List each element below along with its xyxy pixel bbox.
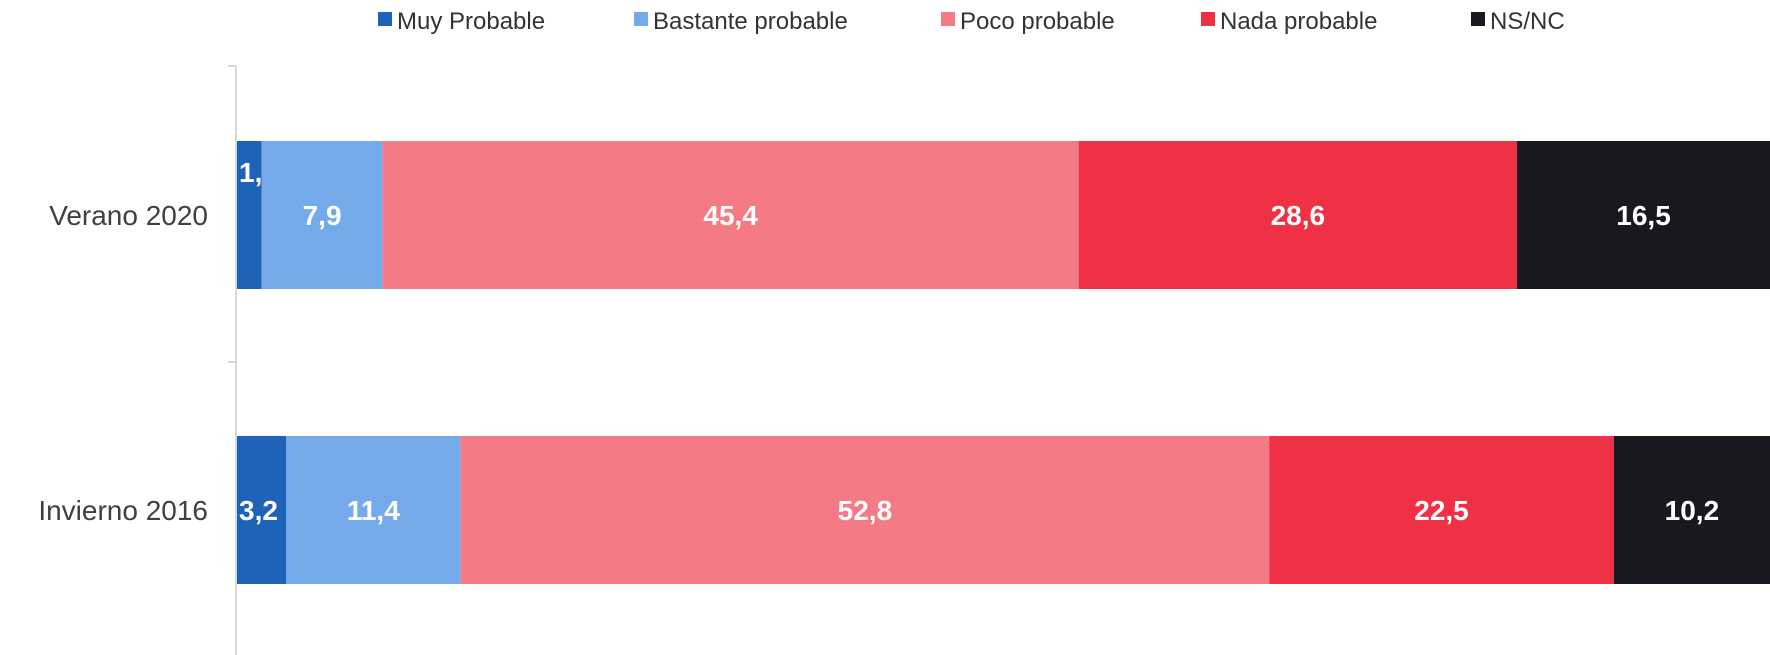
- data-label: 45,4: [703, 200, 758, 231]
- data-label: 11,4: [347, 495, 400, 526]
- legend-swatch: [634, 12, 648, 26]
- bar-segment: [1517, 141, 1770, 289]
- bar-segment: [382, 141, 1079, 289]
- data-label: 22,5: [1414, 495, 1469, 526]
- legend-swatch: [1471, 12, 1485, 26]
- data-label: 3,2: [239, 495, 278, 526]
- data-label: 10,2: [1665, 495, 1720, 526]
- data-label: 28,6: [1271, 200, 1326, 231]
- legend-label: Poco probable: [960, 8, 1115, 35]
- bar-segment: [460, 436, 1270, 584]
- legend-swatch: [378, 12, 392, 26]
- bar-segment: [286, 436, 461, 584]
- chart-legend: Muy Probable Bastante probable Poco probab…: [378, 8, 1565, 35]
- bar-segment: [237, 436, 287, 584]
- legend-swatch: [1201, 12, 1215, 26]
- bar-segment: [237, 141, 262, 289]
- legend-swatch: [941, 12, 955, 26]
- bar-segment: [261, 141, 383, 289]
- category-label: Verano 2020: [49, 200, 208, 231]
- legend-label: Muy Probable: [397, 8, 545, 35]
- legend-label: Bastante probable: [653, 8, 848, 35]
- data-label: 16,5: [1616, 200, 1671, 231]
- bar-segment: [1613, 436, 1770, 584]
- data-label: 52,8: [838, 495, 893, 526]
- bar-segment: [1078, 141, 1518, 289]
- category-label: Invierno 2016: [38, 495, 208, 526]
- legend-label: Nada probable: [1220, 8, 1377, 35]
- bar-segment: [1269, 436, 1614, 584]
- data-label: 7,9: [303, 200, 342, 231]
- legend-label: NS/NC: [1490, 8, 1565, 35]
